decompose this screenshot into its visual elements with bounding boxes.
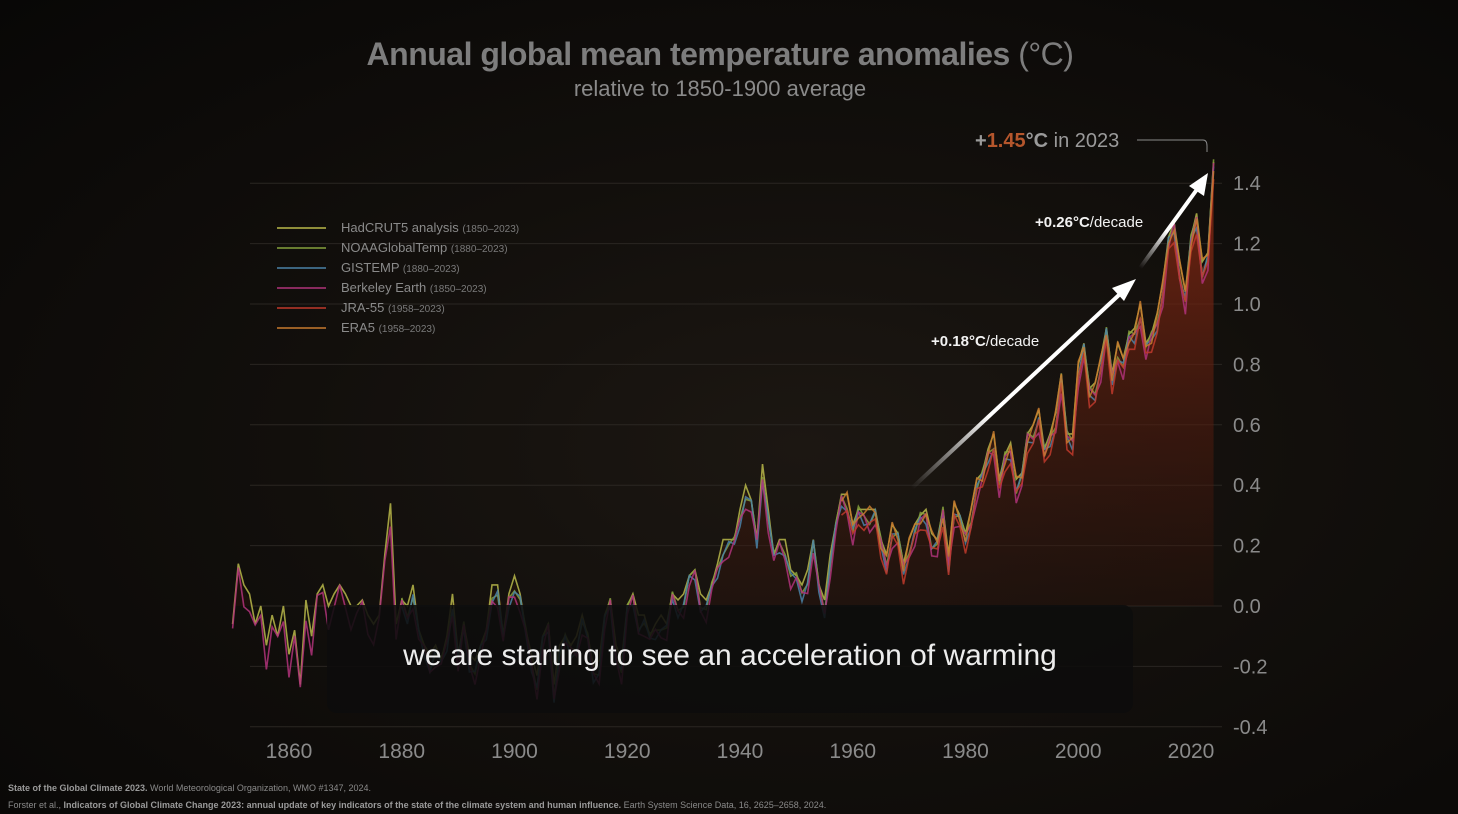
x-tick-label: 1900: [491, 740, 538, 763]
caption-text: we are starting to see an acceleration o…: [403, 639, 1057, 672]
y-tick-labels: 1.4 1.2 1.0 0.8 0.6 0.4 0.2 0.0 -0.2 -0.4: [1233, 173, 1267, 739]
x-tick-label: 1920: [604, 740, 651, 763]
subtitle-caption-box: we are starting to see an acceleration o…: [327, 605, 1133, 713]
y-tick-label: 0.8: [1233, 354, 1261, 376]
trend1-label: +0.18°C/decade: [931, 333, 1039, 350]
x-tick-labels: 1860 1880 1900 1920 1940 1960 1980 2000 2020: [266, 740, 1215, 763]
peak-label: +1.45°C in 2023: [975, 130, 1119, 152]
y-tick-label: -0.4: [1233, 717, 1267, 739]
chart-title-unit: (°C): [1018, 36, 1074, 72]
peak-leader-line: [1137, 139, 1208, 152]
legend-entry: HadCRUT5 analysis (1850–2023): [341, 220, 519, 235]
legend: HadCRUT5 analysis (1850–2023) NOAAGlobalT…: [277, 220, 519, 335]
x-tick-label: 2000: [1055, 740, 1102, 763]
x-tick-label: 1880: [378, 740, 425, 763]
y-tick-label: 1.4: [1233, 173, 1261, 195]
legend-entry: Berkeley Earth (1850–2023): [341, 280, 487, 295]
x-tick-label: 1980: [942, 740, 989, 763]
y-tick-label: -0.2: [1233, 656, 1267, 678]
trend2-label: +0.26°C/decade: [1035, 214, 1143, 231]
trend-arrow-1: [910, 279, 1136, 490]
legend-entry: GISTEMP (1880–2023): [341, 260, 460, 275]
chart-title-text: Annual global mean temperature anomalies: [366, 36, 1011, 72]
legend-entry: NOAAGlobalTemp (1880–2023): [341, 240, 508, 255]
warming-area-fill: [232, 168, 1214, 606]
x-tick-label: 1960: [829, 740, 876, 763]
chart-title: Annual global mean temperature anomalies…: [0, 36, 1440, 73]
legend-entry: JRA-55 (1958–2023): [341, 300, 445, 315]
series-line-6: [840, 171, 1215, 572]
x-tick-label: 1940: [717, 740, 764, 763]
y-tick-label: 0.2: [1233, 536, 1261, 558]
y-tick-label: 0.0: [1233, 596, 1261, 618]
y-tick-label: 1.2: [1233, 234, 1261, 256]
y-tick-label: 1.0: [1233, 294, 1261, 316]
chart-subtitle: relative to 1850-1900 average: [573, 76, 867, 101]
legend-entry: ERA5 (1958–2023): [341, 320, 435, 335]
trend-arrow-2: [1138, 173, 1208, 270]
y-tick-label: 0.6: [1233, 415, 1261, 437]
series-line-5: [840, 179, 1215, 585]
y-tick-label: 0.4: [1233, 475, 1261, 497]
x-tick-label: 2020: [1168, 740, 1215, 763]
x-tick-label: 1860: [266, 740, 313, 763]
source-line-1: State of the Global Climate 2023. World …: [8, 783, 371, 793]
source-line-2: Forster et al., Indicators of Global Cli…: [8, 800, 827, 810]
